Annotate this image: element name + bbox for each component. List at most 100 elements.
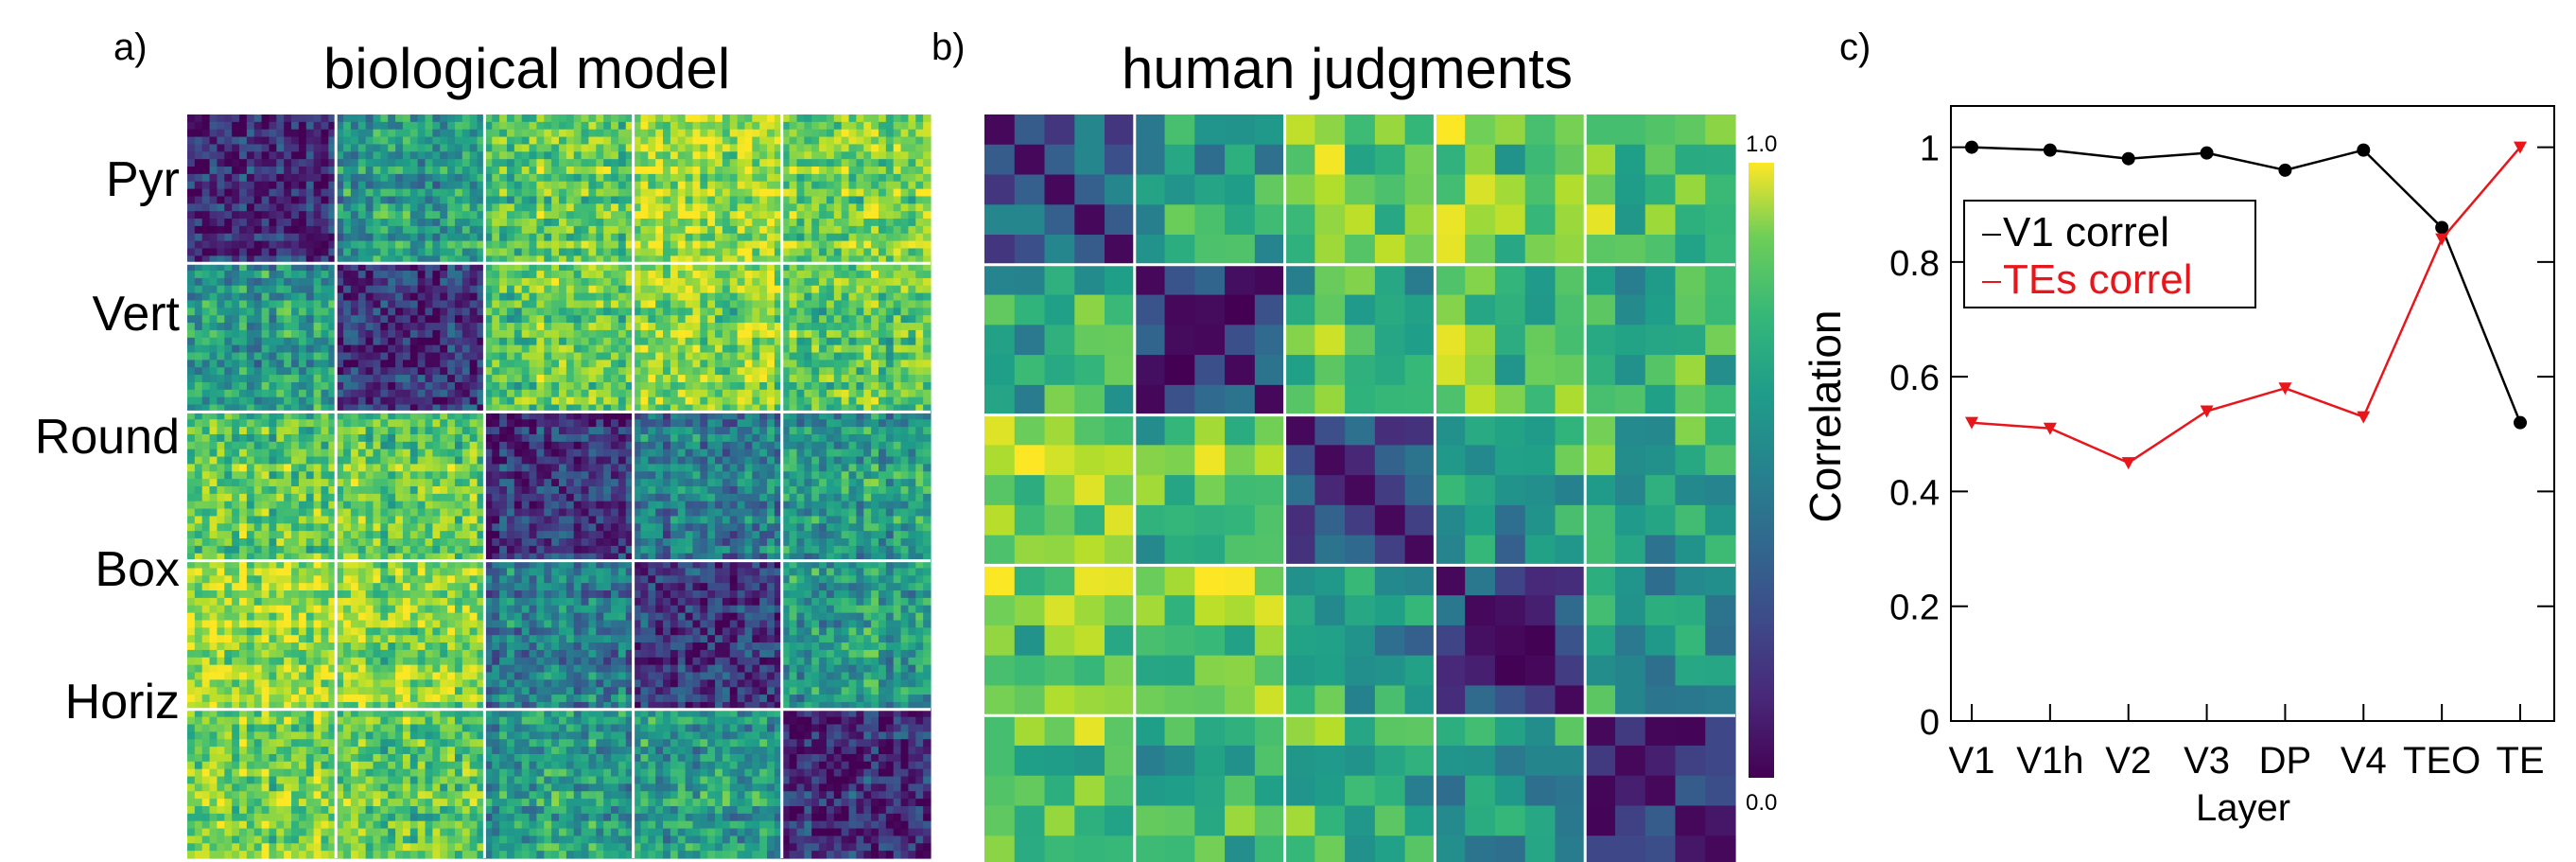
bio-cell [796, 173, 805, 183]
bio-cell [871, 441, 879, 450]
bio-cell [447, 196, 456, 204]
bio-cell [447, 427, 456, 435]
bio-cell [194, 337, 203, 346]
bio-cell [685, 121, 694, 131]
bio-cell [640, 167, 649, 175]
bio-cell [685, 211, 694, 220]
bio-cell [194, 255, 203, 264]
bio-cell [633, 219, 642, 227]
bio-cell [885, 419, 895, 428]
bio-cell [885, 412, 895, 420]
bio-cell [625, 300, 635, 308]
bio-cell [715, 151, 723, 160]
bio-cell [492, 225, 500, 235]
bio-cell [284, 352, 292, 361]
bio-cell [878, 315, 887, 324]
bio-cell [313, 129, 322, 138]
bio-cell [640, 292, 649, 302]
bio-cell [625, 389, 635, 398]
bio-cell [618, 121, 627, 131]
bio-cell [544, 419, 552, 428]
bio-cell [685, 292, 694, 302]
bio-cell [804, 271, 812, 279]
bio-cell [417, 360, 426, 368]
bio-cell [826, 285, 835, 294]
bio-cell [663, 225, 671, 235]
bio-cell [915, 441, 924, 450]
bio-cell [336, 121, 344, 131]
bio-cell [655, 449, 664, 458]
bio-cell [284, 196, 292, 204]
bio-cell [343, 240, 352, 250]
bio-cell [253, 248, 263, 256]
bio-cell [425, 389, 433, 398]
bio-cell [246, 360, 255, 368]
bio-cell [596, 329, 604, 339]
bio-cell [833, 441, 843, 450]
bio-cell [900, 203, 910, 212]
bio-cell [611, 441, 619, 450]
bio-cell [566, 211, 575, 220]
bio-cell [395, 159, 404, 167]
bio-cell [544, 196, 552, 204]
bio-cell [209, 367, 218, 376]
bio-cell [707, 159, 716, 167]
bio-cell [611, 151, 619, 160]
bio-cell [298, 121, 307, 131]
bio-cell [841, 263, 850, 272]
bio-cell [454, 129, 463, 138]
bio-cell [432, 396, 441, 406]
bio-cell [722, 121, 731, 131]
bio-cell [692, 188, 701, 198]
bio-cell [707, 211, 716, 220]
bio-cell [373, 396, 381, 406]
bio-cell [440, 263, 448, 272]
bio-cell [253, 263, 263, 272]
bio-cell [305, 344, 315, 354]
bio-cell [313, 352, 322, 361]
bio-cell [269, 323, 277, 331]
bio-cell [461, 433, 471, 443]
bio-cell [194, 315, 203, 324]
bio-cell [737, 308, 746, 316]
bio-cell [432, 300, 441, 308]
bio-cell [618, 441, 627, 450]
bio-cell [789, 173, 798, 183]
bio-cell [596, 159, 604, 167]
bio-cell [477, 271, 485, 279]
bio-cell [209, 412, 218, 420]
bio-cell [566, 129, 575, 138]
bio-cell [729, 233, 739, 242]
bio-cell [700, 427, 708, 435]
bio-cell [194, 225, 203, 235]
bio-cell [536, 225, 545, 235]
bio-cell [246, 114, 255, 123]
bio-cell [677, 136, 687, 146]
bio-cell [536, 427, 545, 435]
bio-cell [536, 121, 545, 131]
bio-cell [826, 300, 835, 308]
bio-cell [284, 114, 292, 123]
bio-cell [328, 337, 337, 346]
bio-cell [737, 427, 746, 435]
bio-cell [707, 196, 716, 204]
bio-cell [819, 360, 827, 368]
bio-cell [774, 427, 783, 435]
bio-cell [848, 441, 857, 450]
bio-cell [871, 323, 879, 331]
bio-cell [269, 271, 277, 279]
bio-cell [269, 375, 277, 383]
bio-cell [663, 367, 671, 376]
bio-cell [715, 389, 723, 398]
bio-cell [194, 381, 203, 391]
bio-cell [239, 255, 248, 264]
bio-cell [551, 173, 560, 183]
bio-cell [232, 233, 240, 242]
bio-cell [209, 173, 218, 183]
bio-cell [581, 329, 590, 339]
bio-cell [461, 203, 471, 212]
bio-cell [692, 136, 701, 146]
bio-cell [566, 308, 575, 316]
bio-cell [321, 456, 329, 466]
bio-cell [194, 136, 203, 146]
